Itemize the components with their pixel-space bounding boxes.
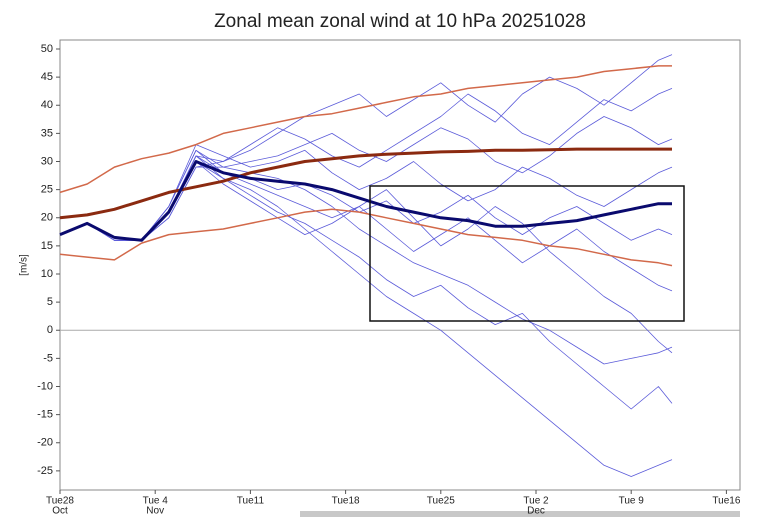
y-tick-label: -5 [43, 352, 53, 364]
x-tick-label: Tue18 [332, 496, 360, 507]
highlight-box [369, 185, 685, 322]
y-tick-label: 30 [41, 155, 53, 167]
series-line [59, 149, 673, 365]
x-tick-label: Tue28 [46, 496, 74, 507]
y-tick-label: 25 [41, 184, 53, 196]
y-tick-label: 10 [41, 268, 53, 280]
y-axis-label: [m/s] [19, 254, 30, 276]
y-tick-label: 20 [41, 212, 53, 224]
chart-title: Zonal mean zonal wind at 10 hPa 20251028 [214, 11, 586, 32]
x-tick-sublabel: Nov [146, 506, 164, 517]
plot-frame [59, 39, 741, 491]
y-tick-label: 50 [41, 43, 53, 55]
series-line [59, 65, 672, 194]
x-tick-sublabel: Oct [52, 506, 68, 517]
x-tick-label: Tue25 [427, 496, 455, 507]
y-tick-label: 45 [41, 71, 53, 83]
y-tick-label: -10 [37, 380, 53, 392]
series-line [59, 147, 672, 220]
x-tick-label: Tue11 [237, 496, 265, 507]
series-line [59, 116, 673, 241]
series-line [59, 144, 673, 241]
y-tick-label: 35 [41, 127, 53, 139]
series-line [59, 161, 673, 292]
scrollbar [300, 511, 740, 517]
x-tick-label: Tue16 [712, 496, 740, 507]
y-tick-label: -15 [37, 409, 53, 421]
series-line [59, 88, 673, 241]
y-tick-label: -20 [37, 437, 53, 449]
y-tick-label: -25 [37, 465, 53, 477]
x-tick-sublabel: Dec [527, 506, 545, 517]
y-tick-label: 15 [41, 240, 53, 252]
y-tick-label: 5 [47, 296, 53, 308]
series-line [59, 149, 673, 241]
plot-area [59, 54, 740, 477]
series-line [59, 160, 672, 242]
x-tick-label: Tue 9 [619, 496, 645, 507]
y-tick-label: 0 [47, 324, 53, 336]
y-tick-label: 40 [41, 99, 53, 111]
x-tick-label: Tue 4 [143, 496, 169, 507]
x-tick-label: Tue 2 [523, 496, 549, 507]
series-line [59, 155, 673, 410]
series-line [59, 208, 673, 267]
